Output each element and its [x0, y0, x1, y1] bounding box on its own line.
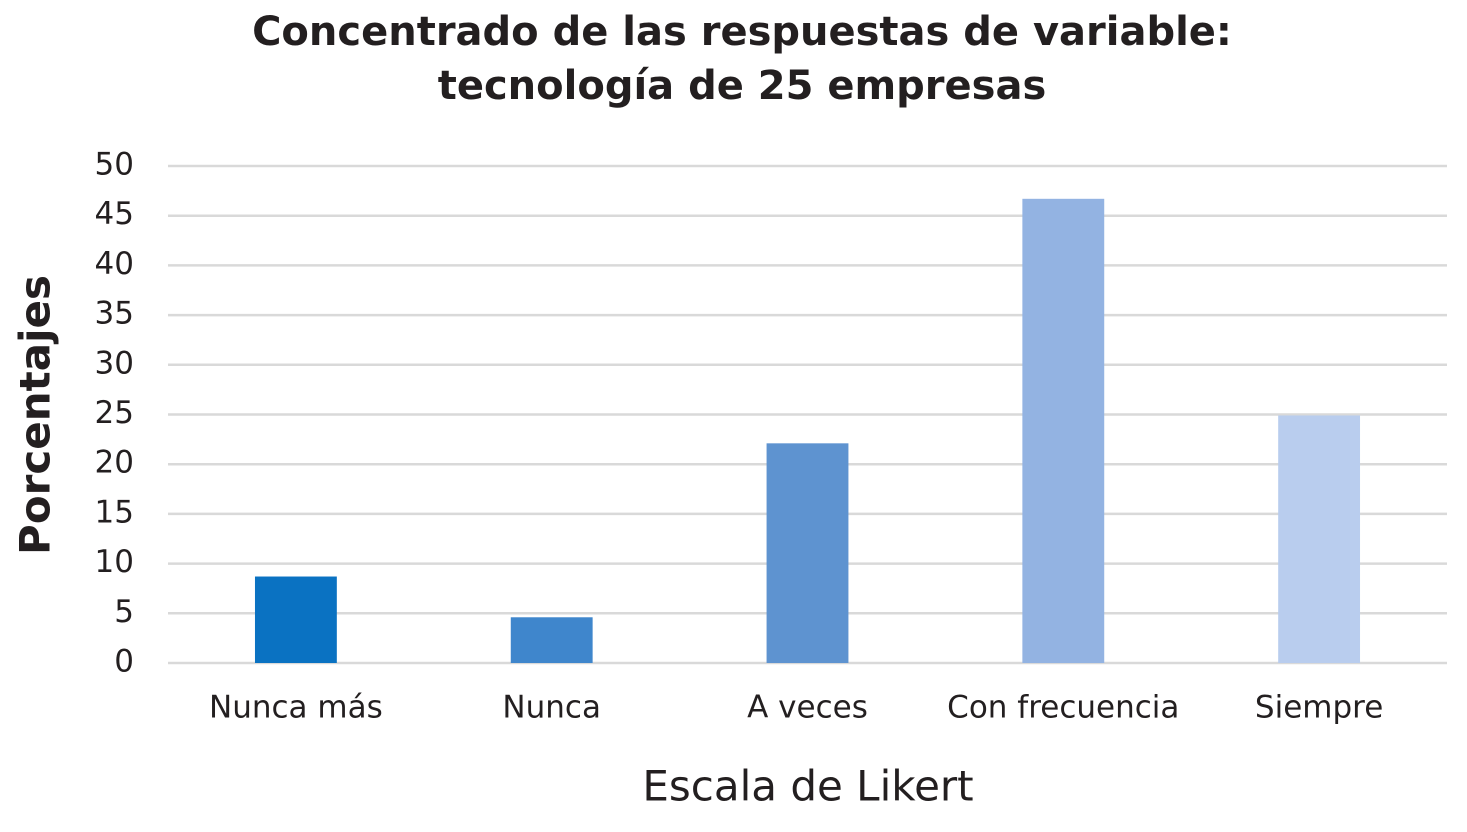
- x-tick-label: Nunca: [502, 690, 601, 726]
- x-tick-label: Siempre: [1255, 690, 1383, 726]
- chart-title: tecnología de 25 empresas: [438, 63, 1047, 109]
- y-tick-label: 30: [95, 345, 134, 381]
- x-tick-label: A veces: [747, 690, 868, 726]
- y-tick-label: 25: [95, 395, 134, 431]
- y-tick-label: 15: [95, 494, 134, 530]
- y-tick-label: 10: [95, 544, 134, 580]
- bar: [254, 576, 337, 663]
- y-axis-title: Porcentajes: [11, 275, 60, 555]
- y-tick-label: 20: [95, 445, 134, 481]
- x-tick-label: Nunca más: [209, 690, 383, 726]
- y-tick-label: 0: [114, 644, 134, 680]
- y-tick-label: 5: [114, 594, 134, 630]
- bar: [510, 617, 593, 663]
- y-tick-label: 40: [95, 246, 134, 282]
- bar: [766, 443, 849, 663]
- x-axis-title: Escala de Likert: [642, 762, 973, 811]
- bar: [1022, 198, 1105, 663]
- y-tick-label: 35: [95, 296, 134, 332]
- bar: [1278, 415, 1361, 663]
- y-tick-label: 50: [95, 147, 134, 183]
- chart-title: Concentrado de las respuestas de variabl…: [252, 9, 1232, 55]
- x-tick-label: Con frecuencia: [947, 690, 1179, 726]
- y-tick-label: 45: [95, 196, 134, 232]
